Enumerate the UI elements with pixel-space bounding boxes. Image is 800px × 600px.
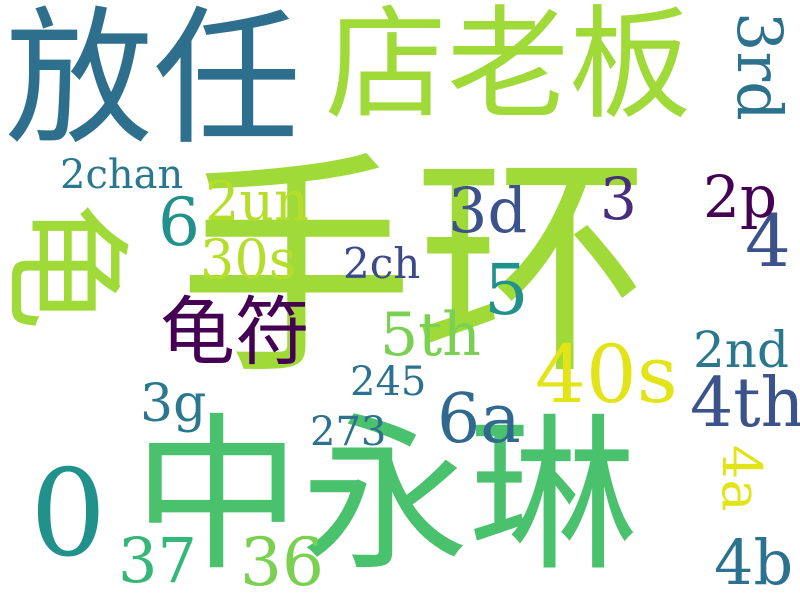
word-4th: 4th — [690, 364, 800, 443]
word-fangren: 放任 — [5, 0, 301, 165]
word-0: 0 — [30, 445, 107, 584]
word-2nd: 2nd — [693, 321, 790, 379]
word-2p: 2p — [703, 163, 778, 231]
word-guifu: 龟符 — [160, 288, 311, 376]
word-3g: 3g — [140, 374, 207, 434]
word-4b: 4b — [714, 526, 794, 599]
word-4: 4 — [745, 199, 791, 283]
word-245: 245 — [350, 359, 427, 405]
word-6a: 6a — [437, 380, 521, 459]
word-2un: 2un — [205, 170, 309, 233]
word-37: 37 — [118, 524, 197, 597]
word-2ch: 2ch — [343, 239, 421, 288]
word-shouhuan: 手环 — [178, 132, 651, 407]
word-30s: 30s — [200, 228, 297, 291]
word-guilie: 龟裂 — [0, 180, 133, 329]
word-3: 3 — [600, 165, 637, 233]
word-4a: 4a — [710, 445, 773, 512]
word-273: 273 — [310, 409, 387, 455]
word-zhongyonglin: 中永琳 — [133, 398, 637, 594]
word-5: 5 — [484, 249, 529, 331]
word-36: 36 — [240, 524, 324, 600]
word-3rd: 3rd — [723, 12, 796, 121]
word-dianlaoban: 店老板 — [325, 0, 691, 136]
word-40s: 40s — [535, 328, 678, 421]
word-2chan: 2chan — [60, 152, 184, 198]
word-3d: 3d — [448, 174, 528, 247]
word-6: 6 — [158, 184, 200, 261]
word-5th: 5th — [380, 300, 481, 370]
